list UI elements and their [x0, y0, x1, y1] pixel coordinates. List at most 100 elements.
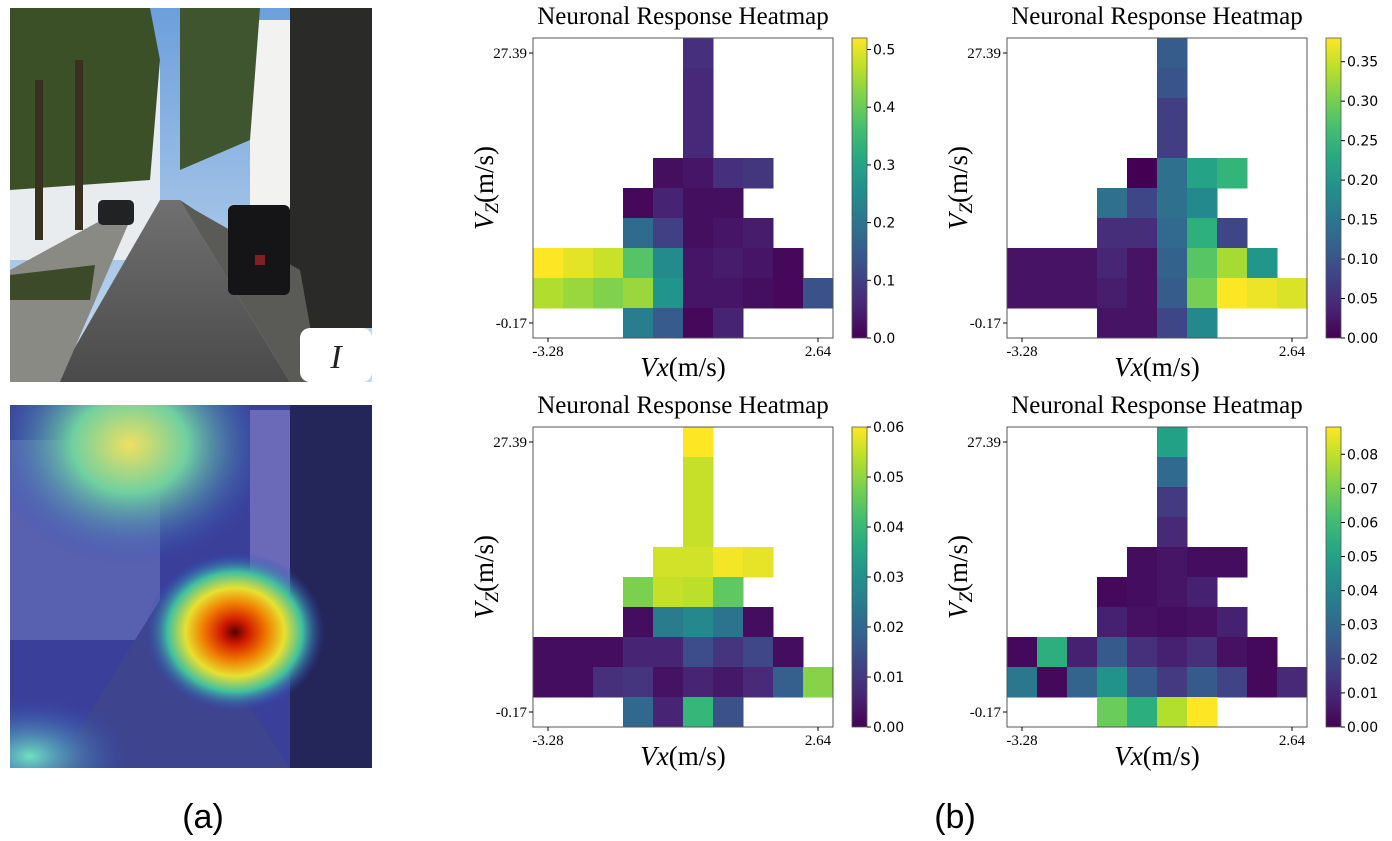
heatmap-cell: [1007, 637, 1038, 668]
colorbar-tick-label: 0.05: [1347, 550, 1378, 566]
heatmap-cell: [743, 218, 774, 249]
y-tick-label: -0.17: [970, 705, 1002, 721]
heatmap-cell: [1247, 637, 1278, 668]
colorbar-tick-label: 0.3: [873, 158, 895, 174]
heatmap-cell: [653, 308, 684, 339]
heatmap-cell: [1127, 188, 1158, 219]
colorbar-tick-label: 0.20: [1347, 173, 1378, 189]
heatmap-cell: [683, 637, 714, 668]
heatmap-cell: [533, 667, 564, 698]
heatmap-cell: [1187, 278, 1218, 309]
heatmap-cell: [653, 697, 684, 728]
heatmap-cell: [1157, 577, 1188, 608]
y-tick-label: 27.39: [493, 46, 527, 62]
heatmap-panel-1: Neuronal Response Heatmap -3.28 2.64 27.39 -…: [469, 3, 895, 382]
heatmap-cell: [743, 158, 774, 189]
heatmap-cell: [1157, 188, 1188, 219]
heatmap-cell: [743, 547, 774, 578]
heatmap-cell: [1127, 637, 1158, 668]
colorbar-tick-label: 0.00: [1347, 720, 1378, 736]
heatmap-cell: [1217, 248, 1248, 279]
colorbar: [851, 37, 868, 339]
heatmap-cell: [743, 278, 774, 309]
heatmap-cell: [563, 278, 594, 309]
chart-title: Neuronal Response Heatmap: [537, 392, 829, 419]
chart-title: Neuronal Response Heatmap: [1011, 392, 1303, 419]
heatmap-cell: [1067, 278, 1098, 309]
plot-frame: [532, 426, 834, 728]
heatmap-cell: [1157, 308, 1188, 339]
heatmap-cell: [713, 547, 744, 578]
heatmap-cell: [743, 607, 774, 638]
x-tick-label: 2.64: [805, 344, 832, 360]
heatmap-cell: [713, 188, 744, 219]
heatmap-cell: [1127, 248, 1158, 279]
heatmap-cell: [623, 637, 654, 668]
plot-frame: [1006, 37, 1308, 339]
heatmap-cell: [743, 667, 774, 698]
y-axis-label: VZ(m/s): [943, 535, 977, 619]
colorbar-tick-label: 0.03: [1347, 618, 1378, 634]
heatmap-cell: [653, 607, 684, 638]
heatmap-cell: [683, 308, 714, 339]
heatmap-cell: [1277, 278, 1308, 309]
heatmap-cell: [1157, 128, 1188, 159]
heatmap-cell: [683, 188, 714, 219]
y-tick-label: 27.39: [967, 435, 1001, 451]
x-tick-label: 2.64: [805, 733, 832, 749]
colorbar-tick-label: 0.01: [873, 670, 904, 686]
y-tick-label: -0.17: [496, 705, 528, 721]
colorbar-tick-label: 0.30: [1347, 94, 1378, 110]
x-tick-label: -3.28: [1006, 733, 1037, 749]
heatmap-cell: [623, 308, 654, 339]
colorbar-tick-label: 0.02: [1347, 652, 1378, 668]
heatmap-cell: [683, 158, 714, 189]
heatmap-cell: [1157, 547, 1188, 578]
heatmap-cell: [1157, 667, 1188, 698]
colorbar-tick-label: 0.05: [1347, 292, 1378, 308]
heatmap-cell: [653, 577, 684, 608]
y-tick-label: -0.17: [970, 316, 1002, 332]
y-tick-label: 27.39: [493, 435, 527, 451]
x-axis-label: Vx(m/s): [640, 741, 725, 771]
x-axis-label: Vx(m/s): [640, 352, 725, 382]
heatmap-cell: [1187, 158, 1218, 189]
heatmap-cell: [1217, 158, 1248, 189]
heatmap-cell: [683, 218, 714, 249]
heatmap-cell: [563, 667, 594, 698]
heatmap-cell: [1127, 278, 1158, 309]
heatmap-cell: [1157, 278, 1188, 309]
heatmap-cell: [533, 278, 564, 309]
heatmap-cell: [713, 577, 744, 608]
heatmap-cell: [1157, 98, 1188, 129]
heatmap-cell: [1127, 697, 1158, 728]
heatmap-cell: [1187, 218, 1218, 249]
heatmap-cell: [1217, 607, 1248, 638]
heatmap-cell: [1187, 637, 1218, 668]
heatmap-cell: [683, 278, 714, 309]
heatmap-cell: [1247, 667, 1278, 698]
heatmap-cell: [1187, 248, 1218, 279]
heatmap-cell: [1187, 607, 1218, 638]
heatmap-cell: [713, 697, 744, 728]
colorbar-tick-label: 0.04: [873, 520, 904, 536]
caption-a: (a): [182, 798, 224, 836]
heatmap-cell: [1067, 248, 1098, 279]
heatmap-cell: [1097, 308, 1128, 339]
heatmap-cell: [713, 278, 744, 309]
heatmap-cell: [623, 248, 654, 279]
heatmap-cell: [773, 278, 804, 309]
heatmap-cell: [1127, 547, 1158, 578]
colorbar-tick-label: 0.15: [1347, 213, 1378, 229]
heatmap-panel-2: Neuronal Response Heatmap -3.28 2.64 27.39 -…: [943, 3, 1378, 382]
heatmap-cell: [653, 547, 684, 578]
heatmap-cell: [1187, 577, 1218, 608]
heatmap-cell: [743, 637, 774, 668]
heatmap-cell: [1157, 68, 1188, 99]
heatmap-cell: [1127, 667, 1158, 698]
heatmap-cell: [1097, 188, 1128, 219]
heatmap-cell: [623, 607, 654, 638]
heatmap-cell: [683, 248, 714, 279]
y-tick-label: 27.39: [967, 46, 1001, 62]
heatmap-panel-4: Neuronal Response Heatmap -3.28 2.64 27.39 -…: [943, 392, 1378, 771]
